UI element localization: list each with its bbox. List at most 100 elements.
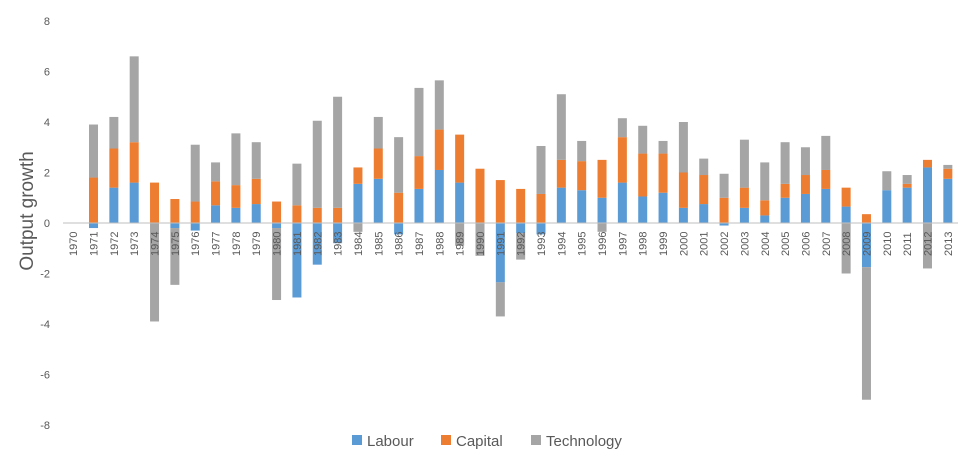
bar-labour-2011: [902, 187, 912, 223]
bar-technology-1989: [455, 223, 465, 246]
bar-labour-1972: [109, 187, 119, 223]
bar-labour-1989: [455, 182, 465, 223]
bar-capital-1996: [597, 159, 607, 198]
bar-capital-2003: [739, 187, 749, 208]
bar-technology-2009: [861, 267, 871, 400]
bar-labour-1973: [129, 182, 139, 223]
bar-capital-1983: [333, 207, 343, 223]
bar-technology-1992: [516, 233, 526, 260]
y-tick-label: 2: [44, 168, 50, 180]
bar-technology-1991: [495, 282, 505, 317]
bar-capital-2011: [902, 183, 912, 188]
bar-capital-2012: [922, 159, 932, 168]
x-tick-label: 1995: [577, 232, 589, 256]
legend: Labour Capital Technology: [352, 433, 622, 450]
bar-technology-2011: [902, 175, 912, 184]
y-axis-label: Output growth: [17, 151, 38, 270]
bar-technology-1993: [536, 145, 546, 194]
bar-capital-1999: [658, 153, 668, 193]
bar-technology-1995: [577, 140, 587, 162]
bar-capital-1988: [434, 129, 444, 170]
bar-capital-2002: [719, 197, 729, 223]
x-tick-label: 1982: [312, 232, 324, 256]
bar-technology-1998: [638, 125, 648, 154]
bar-technology-1974: [150, 223, 160, 322]
x-tick-label: 1978: [231, 232, 243, 256]
bar-capital-1976: [190, 201, 200, 223]
x-tick-label: 1976: [190, 232, 202, 256]
y-tick-label: -4: [40, 319, 50, 331]
x-tick-label: 1971: [89, 232, 101, 256]
bar-technology-1988: [434, 80, 444, 130]
bar-labour-2000: [678, 207, 688, 223]
bar-labour-1975: [170, 223, 180, 229]
y-axis-ticks: 8 6 4 2 0 -2 -4 -6 -8: [40, 16, 50, 432]
bar-labour-1984: [353, 183, 363, 223]
x-tick-label: 1979: [251, 232, 263, 256]
bar-capital-1971: [89, 177, 99, 223]
bar-capital-1990: [475, 168, 485, 223]
bar-technology-1973: [129, 56, 139, 143]
bar-labour-1979: [251, 204, 261, 223]
bar-capital-1980: [272, 201, 282, 223]
bar-technology-2008: [841, 223, 851, 274]
bar-technology-2006: [800, 147, 810, 176]
bar-labour-1991: [495, 223, 505, 283]
bar-technology-1990: [475, 223, 485, 256]
bar-capital-1986: [394, 192, 404, 223]
bar-capital-1978: [231, 185, 241, 208]
bar-technology-1971: [89, 124, 99, 178]
bar-capital-1981: [292, 205, 302, 223]
bar-labour-2007: [821, 188, 831, 223]
x-tick-label: 2004: [760, 232, 772, 256]
x-tick-label: 1992: [516, 232, 528, 256]
bar-labour-1978: [231, 207, 241, 223]
x-tick-label: 1993: [536, 232, 548, 256]
bar-labour-1971: [89, 223, 99, 229]
bar-technology-1978: [231, 133, 241, 186]
bar-labour-1976: [190, 223, 200, 231]
bar-technology-1980: [272, 228, 282, 301]
x-tick-label: 1994: [556, 232, 568, 256]
x-tick-label: 1970: [68, 232, 80, 256]
y-tick-label: 0: [44, 218, 50, 230]
bar-technology-1979: [251, 142, 261, 179]
bar-technology-1994: [556, 94, 566, 160]
bar-capital-2009: [861, 214, 871, 223]
x-tick-label: 1987: [414, 232, 426, 256]
bar-labour-2003: [739, 207, 749, 223]
bar-technology-1975: [170, 228, 180, 285]
bar-labour-1980: [272, 223, 282, 229]
bar-capital-1989: [455, 134, 465, 183]
bar-technology-2010: [882, 171, 892, 191]
x-tick-label: 2001: [699, 232, 711, 256]
bar-labour-1986: [394, 223, 404, 235]
bar-labour-1995: [577, 190, 587, 223]
bar-capital-1994: [556, 159, 566, 188]
bar-labour-1998: [638, 196, 648, 223]
bars: [89, 56, 953, 400]
x-tick-label: 2006: [800, 232, 812, 256]
y-tick-label: 6: [44, 67, 50, 79]
y-tick-label: -6: [40, 370, 50, 382]
bar-capital-1997: [617, 137, 627, 183]
bar-capital-2000: [678, 172, 688, 208]
y-tick-label: -8: [40, 420, 50, 432]
legend-label-technology: Technology: [546, 433, 622, 450]
bar-capital-1995: [577, 161, 587, 191]
bar-technology-1987: [414, 87, 424, 157]
bar-technology-2012: [922, 223, 932, 269]
bar-labour-2012: [922, 167, 932, 223]
y-tick-label: 4: [44, 117, 50, 129]
bar-labour-1997: [617, 182, 627, 223]
bar-labour-2001: [699, 204, 709, 223]
bar-technology-2003: [739, 139, 749, 188]
bar-labour-1996: [597, 197, 607, 223]
bar-technology-1997: [617, 118, 627, 138]
bar-technology-2000: [678, 122, 688, 173]
x-tick-label: 2012: [922, 232, 934, 256]
x-tick-label: 1985: [373, 232, 385, 256]
x-tick-label: 1998: [638, 232, 650, 256]
bar-technology-1996: [597, 223, 607, 232]
x-tick-label: 1980: [272, 232, 284, 256]
